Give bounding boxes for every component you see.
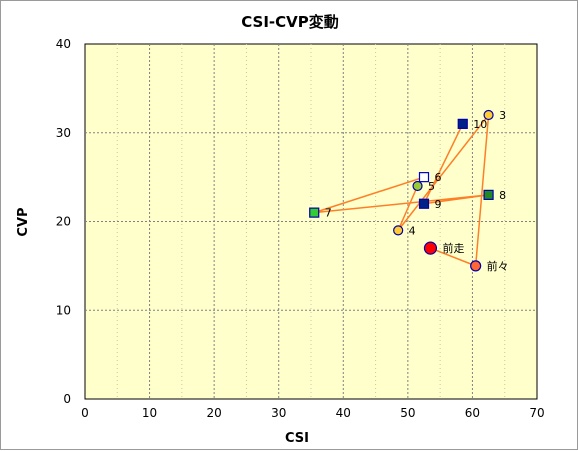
x-tick-label: 30 (271, 406, 286, 420)
point-label-10: 10 (473, 118, 487, 131)
x-tick-label: 60 (465, 406, 480, 420)
x-tick-label: 40 (336, 406, 351, 420)
x-tick-label: 70 (529, 406, 544, 420)
point-marker-3 (483, 109, 494, 121)
y-tick-label: 40 (56, 37, 71, 51)
point-marker-4 (393, 225, 404, 236)
x-axis-ticks: 0 10 20 30 40 50 60 70 (81, 406, 544, 420)
point-marker-9 (418, 198, 430, 209)
x-tick-label: 10 (142, 406, 157, 420)
point-markers (309, 109, 494, 272)
point-label-5: 5 (428, 180, 435, 193)
point-label-6: 6 (435, 171, 442, 184)
x-tick-label: 0 (81, 406, 89, 420)
grid-lines (85, 44, 537, 399)
point-marker-7 (309, 207, 320, 218)
point-label-9: 9 (435, 198, 442, 211)
point-marker-前々 (470, 260, 482, 272)
point-marker-5 (412, 180, 423, 192)
point-marker-前走 (423, 241, 438, 255)
point-marker-8 (483, 189, 494, 200)
x-axis-label: CSI (285, 431, 309, 446)
y-tick-label: 0 (63, 392, 71, 406)
x-tick-label: 50 (400, 406, 415, 420)
point-marker-6 (418, 172, 430, 183)
point-label-8: 8 (499, 189, 506, 202)
y-tick-label: 10 (56, 303, 71, 317)
point-label-7: 7 (325, 207, 332, 220)
point-label-3: 3 (499, 109, 506, 122)
point-label-前々: 前々 (487, 259, 509, 273)
y-tick-label: 20 (56, 215, 71, 229)
chart-title: CSI-CVP変動 (241, 13, 339, 31)
y-axis-ticks: 0 10 20 30 40 (56, 37, 71, 406)
point-label-4: 4 (409, 224, 416, 237)
y-tick-label: 30 (56, 126, 71, 140)
point-label-前走: 前走 (442, 241, 464, 255)
point-marker-10 (457, 118, 468, 129)
y-axis-label: CVP (16, 207, 31, 236)
x-tick-label: 20 (207, 406, 222, 420)
